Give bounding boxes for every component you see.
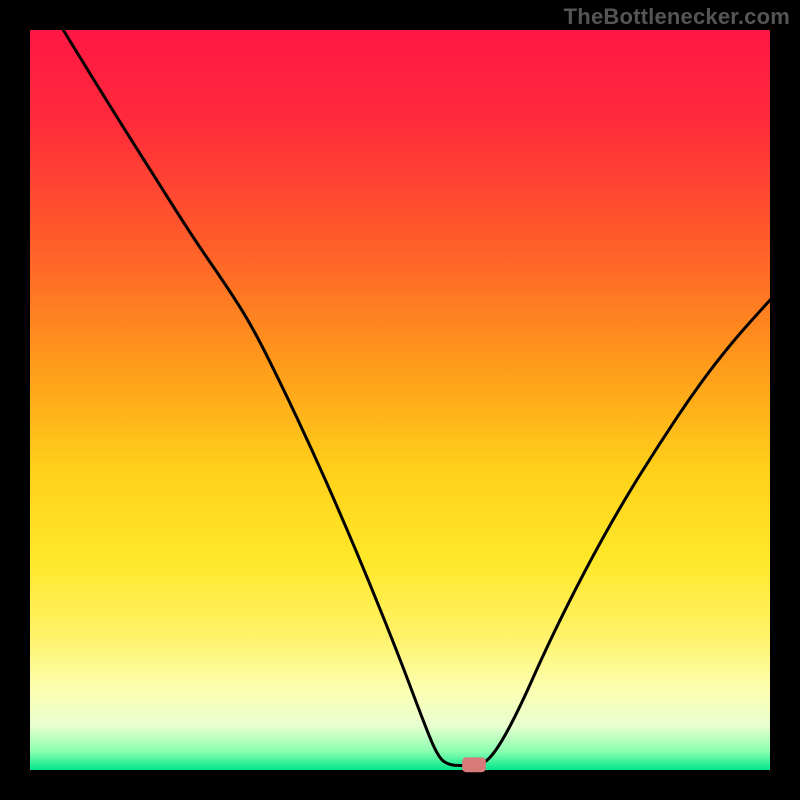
watermark-text: TheBottlenecker.com <box>564 4 790 30</box>
optimal-point-marker <box>462 757 486 772</box>
chart-container: TheBottlenecker.com <box>0 0 800 800</box>
bottleneck-chart <box>0 0 800 800</box>
